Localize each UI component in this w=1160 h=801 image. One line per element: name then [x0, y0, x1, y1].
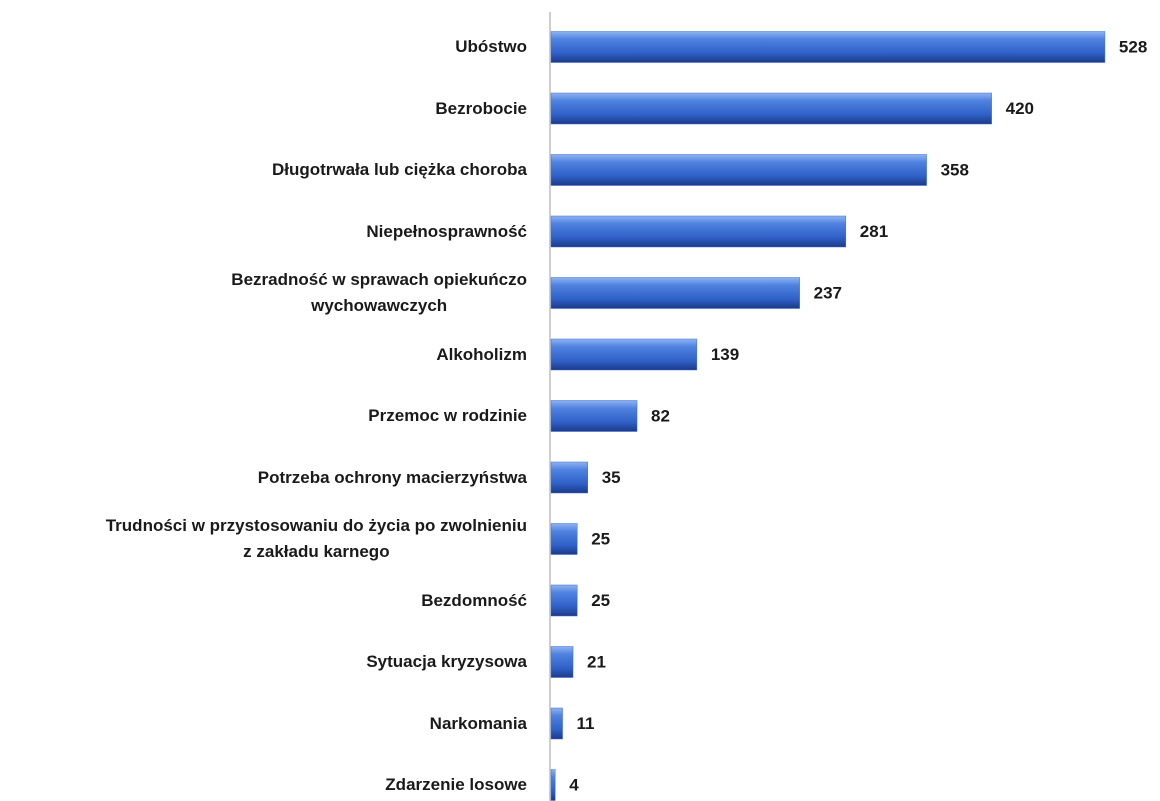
category-label: Bezrobocie: [435, 98, 527, 118]
value-label: 4: [569, 775, 579, 794]
bar: [550, 769, 556, 801]
category-label: Bezradność w sprawach opiekuńczo wychowa…: [231, 270, 527, 315]
bar: [550, 277, 800, 309]
value-label: 237: [814, 283, 842, 302]
category-label: Bezdomność: [421, 590, 527, 610]
value-label: 281: [860, 222, 888, 241]
category-label: Długotrwała lub ciężka choroba: [271, 160, 527, 179]
category-label: Narkomania: [429, 713, 527, 733]
category-label: Potrzeba ochrony macierzyństwa: [257, 467, 527, 487]
category-label: Niepełnosprawność: [366, 221, 527, 241]
bar: [550, 338, 698, 371]
category-label: Alkoholizm: [436, 344, 527, 364]
value-label: 358: [941, 160, 969, 179]
value-label: 420: [1006, 99, 1034, 118]
value-label: 25: [591, 529, 610, 548]
bar: [550, 461, 588, 494]
value-label: 11: [577, 714, 595, 733]
category-label: Sytuacja kryzysowa: [366, 652, 527, 671]
bar: [550, 707, 563, 740]
bar: [550, 584, 578, 617]
bar: [550, 31, 1106, 63]
value-label: 82: [651, 406, 670, 425]
value-label: 21: [587, 652, 606, 671]
category-label: Ubóstwo: [455, 37, 527, 56]
bar: [550, 646, 574, 678]
bar: [550, 400, 638, 432]
bar: [550, 92, 992, 125]
category-label: Zdarzenie losowe: [385, 775, 527, 794]
bar: [550, 154, 927, 186]
value-label: 25: [591, 591, 610, 610]
bar: [550, 215, 847, 248]
value-label: 35: [602, 468, 621, 487]
value-label: 139: [711, 345, 739, 364]
category-label: Trudności w przystosowaniu do życia po z…: [105, 516, 527, 561]
bar: [550, 523, 578, 555]
category-label: Przemoc w rodzinie: [368, 406, 527, 425]
value-label: 528: [1119, 37, 1147, 56]
